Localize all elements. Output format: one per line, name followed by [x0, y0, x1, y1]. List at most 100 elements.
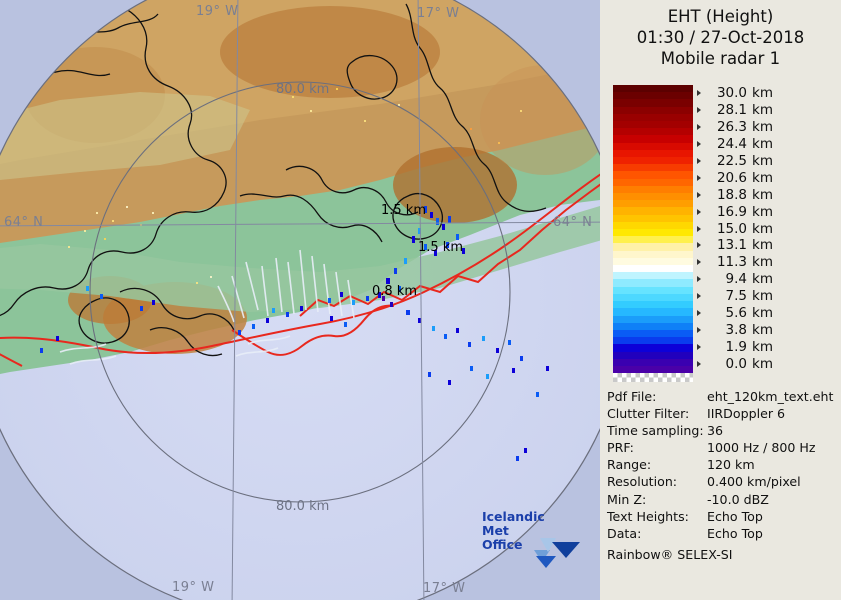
metadata-key: Resolution: — [607, 474, 678, 490]
tick-arrow-icon — [697, 225, 701, 232]
radar-map-canvas[interactable] — [0, 0, 600, 600]
tick-value: 28.1 — [716, 101, 747, 118]
watermark-line2: Office — [482, 537, 523, 552]
colorbar-band-17 — [613, 207, 693, 215]
metadata-row: Pdf File: eht_120km_text.eht — [607, 388, 839, 405]
terrain-plateau — [0, 92, 250, 184]
colorbar-band-1 — [613, 92, 693, 100]
watermark-line1: Icelandic Met — [482, 509, 545, 538]
tick-value: 7.5 — [725, 288, 747, 305]
metadata-row: Min Z: -10.0 dBZ — [607, 491, 839, 508]
metadata-value: Echo Top — [707, 525, 763, 541]
tick-value: 1.9 — [725, 339, 747, 356]
colorbar-band-32 — [613, 315, 693, 323]
colorbar-band-15 — [613, 193, 693, 201]
tick-value: 15.0 — [716, 220, 747, 237]
metadata-key: Clutter Filter: — [607, 406, 690, 422]
tick-unit: km — [752, 356, 773, 373]
tick-value: 0.0 — [725, 356, 747, 373]
colorbar-band-26 — [613, 272, 693, 280]
tick-arrow-icon — [697, 259, 701, 266]
tick-arrow-icon — [697, 140, 701, 147]
tick-unit: km — [752, 85, 773, 101]
tick-value: 11.3 — [716, 254, 747, 271]
colorbar-band-14 — [613, 185, 693, 194]
tick-value: 3.8 — [725, 322, 747, 339]
colorbar-band-2 — [613, 99, 693, 107]
tick-value: 16.9 — [716, 203, 747, 220]
tick-arrow-icon — [697, 157, 701, 164]
tick-value: 26.3 — [716, 118, 747, 135]
metadata-row: PRF: 1000 Hz / 800 Hz — [607, 439, 839, 456]
tick-arrow-icon — [697, 276, 701, 283]
metadata-key: Pdf File: — [607, 389, 657, 404]
colorbar-band-38 — [613, 358, 693, 366]
metadata-key: Min Z: — [607, 491, 647, 507]
tick-value: 22.5 — [716, 152, 747, 169]
tick-value: 13.1 — [716, 237, 747, 254]
tick-value: 30.0 — [716, 85, 747, 101]
colorbar-tick: 18.8 km — [697, 187, 773, 203]
colorbar-tick: 0.0 km — [697, 356, 773, 372]
colorbar-band-18 — [613, 214, 693, 222]
product-title-block: EHT (Height) 01:30 / 27-Oct-2018 Mobile … — [600, 0, 841, 69]
glacial-rivers — [59, 249, 355, 365]
tick-arrow-icon — [697, 191, 701, 198]
tick-arrow-icon — [697, 327, 701, 334]
tick-value: 5.6 — [725, 305, 747, 322]
tick-unit: km — [752, 254, 773, 271]
colorbar-band-6 — [613, 128, 693, 136]
metadata-row: Text Heights: Echo Top — [607, 508, 839, 525]
echo-top-label: 1.5 km — [418, 240, 463, 255]
colorbar-band-11 — [613, 164, 693, 172]
colorbar-gradient[interactable] — [613, 85, 693, 374]
colorbar-band-12 — [613, 171, 693, 179]
colorbar-tick: 5.6 km — [697, 305, 773, 321]
info-side-panel: EHT (Height) 01:30 / 27-Oct-2018 Mobile … — [600, 0, 841, 600]
tick-value: 24.4 — [716, 135, 747, 152]
colorbar-tick: 28.1 km — [697, 102, 773, 118]
colorbar-band-10 — [613, 157, 693, 165]
metadata-key: Range: — [607, 457, 652, 473]
terrain-peak-a — [220, 6, 440, 98]
tick-arrow-icon — [697, 361, 701, 368]
colorbar-band-39 — [613, 365, 693, 374]
colorbar-band-30 — [613, 301, 693, 309]
terrain-speckle — [68, 88, 522, 284]
metadata-row: Data: Echo Top — [607, 525, 839, 542]
tick-arrow-icon — [697, 293, 701, 300]
tick-unit: km — [752, 220, 773, 237]
tick-value: 9.4 — [725, 271, 747, 288]
geo-label: 17° W — [423, 581, 466, 596]
colorbar-band-19 — [613, 221, 693, 230]
metadata-key: PRF: — [607, 440, 634, 456]
colorbar-band-23 — [613, 250, 693, 258]
tick-unit: km — [752, 339, 773, 356]
tick-arrow-icon — [697, 242, 701, 249]
geo-label: 17° W — [417, 6, 460, 21]
colorbar-tick: 16.9 km — [697, 204, 773, 220]
colorbar-no-data-band — [613, 373, 693, 382]
metadata-value: IIRDoppler 6 — [707, 406, 786, 422]
colorbar-tick: 11.3 km — [697, 254, 773, 270]
metadata-key: Time sampling: — [607, 423, 704, 439]
radar-map-panel[interactable]: 19° W 17° W 64° N 64° N 19° W 17° W 80.0… — [0, 0, 600, 600]
metadata-value: Echo Top — [707, 508, 763, 524]
metadata-row: Time sampling: 36 — [607, 422, 839, 439]
colorbar-tick: 7.5 km — [697, 288, 773, 304]
colorbar-band-16 — [613, 200, 693, 208]
tick-unit: km — [752, 118, 773, 135]
colorbar-band-3 — [613, 106, 693, 114]
tick-unit: km — [752, 237, 773, 254]
colorbar-tick: 24.4 km — [697, 136, 773, 152]
colorbar-band-5 — [613, 121, 693, 129]
colorbar-band-21 — [613, 236, 693, 244]
metadata-value: 0.400 km/pixel — [707, 474, 801, 490]
metadata-key: Data: — [607, 525, 642, 541]
tick-unit: km — [752, 152, 773, 169]
echo-top-label: 0.8 km — [372, 284, 417, 299]
colorbar-band-33 — [613, 322, 693, 330]
colorbar-band-29 — [613, 293, 693, 302]
range-ring-label: 80.0 km — [276, 82, 330, 97]
tick-arrow-icon — [697, 174, 701, 181]
